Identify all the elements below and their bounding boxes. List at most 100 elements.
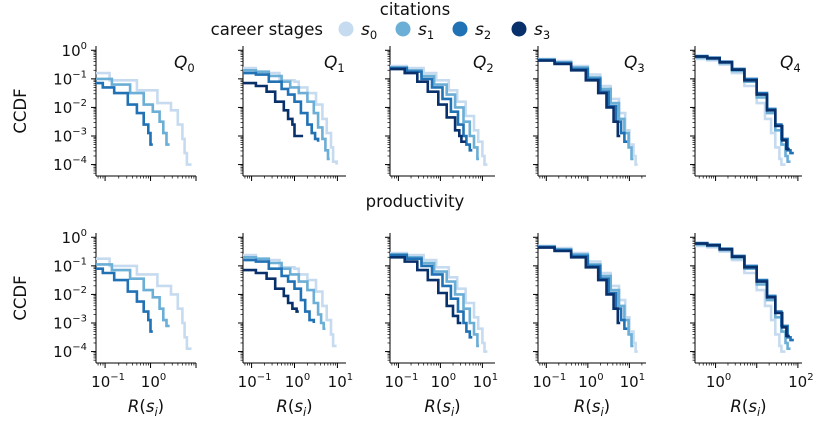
- series-s2: [96, 81, 153, 146]
- legend-label-s3: s3: [534, 20, 550, 42]
- y-tick-label-base: 10: [53, 99, 72, 117]
- x-tick-label: 101: [620, 372, 645, 391]
- legend-marker-s1: [395, 21, 411, 37]
- x-tick-label-exp: 0: [597, 372, 603, 383]
- x-tick-label: 10−1: [532, 372, 566, 391]
- quantile-label-sub: 1: [337, 61, 344, 75]
- x-tick-label-base: 10: [91, 373, 110, 391]
- x-tick-label: 10−1: [91, 372, 125, 391]
- quantile-label: Q4: [780, 53, 801, 75]
- quantile-label-main: Q: [174, 53, 187, 73]
- y-tick-label-base: 10: [53, 70, 72, 88]
- x-tick-label-exp: 2: [807, 372, 813, 383]
- y-tick-label: 10−2: [53, 98, 87, 117]
- x-tick-label-base: 10: [473, 373, 492, 391]
- x-tick-label-base: 10: [532, 373, 551, 391]
- x-tick-label-base: 10: [238, 373, 257, 391]
- x-axis-label-s: s: [592, 397, 601, 416]
- series-s3: [243, 268, 299, 313]
- legend-entry-s2: s2: [452, 20, 491, 42]
- series-s2: [243, 258, 316, 323]
- series-s2: [96, 267, 153, 333]
- legend-label-symbol: s: [475, 20, 484, 40]
- x-tick-label-base: 10: [384, 373, 403, 391]
- x-axis-label-close: ): [158, 397, 164, 416]
- y-tick-label-exp: −2: [72, 285, 87, 296]
- series-s2: [243, 71, 320, 142]
- y-tick-label: 100: [62, 41, 87, 60]
- x-axis-label-close: ): [306, 397, 312, 416]
- series-s3: [390, 67, 466, 143]
- y-tick-label-exp: −1: [72, 69, 87, 80]
- x-axis-label: R(si): [730, 397, 766, 419]
- series-s2: [390, 253, 473, 339]
- legend-label-symbol: s: [418, 20, 427, 40]
- legend-title: career stages: [211, 20, 323, 39]
- x-tick-label-exp: 0: [304, 372, 310, 383]
- legend-label-sub: 2: [484, 28, 491, 42]
- x-axis-label-close: ): [760, 397, 766, 416]
- legend-label-sub: 0: [370, 28, 377, 42]
- x-axis-label-close: ): [454, 397, 460, 416]
- legend: career stages s0 s1 s2 s3: [211, 20, 551, 42]
- x-axis-label-R: R: [128, 397, 139, 416]
- x-tick-label-exp: 1: [639, 372, 645, 383]
- series-s3: [538, 59, 621, 138]
- panel-citations-3: Q3: [533, 46, 646, 181]
- series-s2: [538, 58, 628, 143]
- y-tick-label-exp: −1: [72, 256, 87, 267]
- y-tick-label: 10−3: [53, 314, 87, 333]
- quantile-label-sub: 2: [486, 61, 493, 75]
- y-tick-label-base: 10: [62, 229, 81, 247]
- legend-entry-s3: s3: [511, 20, 550, 42]
- series-s0: [96, 71, 192, 166]
- y-tick-label-exp: −2: [72, 98, 87, 109]
- quantile-label-sub: 3: [637, 61, 644, 75]
- series-s0: [243, 253, 337, 348]
- x-tick-label: 10−1: [384, 372, 418, 391]
- x-tick-label-exp: −1: [551, 372, 566, 383]
- panel-citations-0: Q0: [91, 46, 197, 181]
- series-s2: [538, 245, 628, 330]
- x-tick-label: 101: [473, 372, 498, 391]
- panel-productivity-0: 10−1 100 R(si): [91, 233, 197, 419]
- x-axis-label: R(si): [128, 397, 164, 419]
- x-tick-label: 100: [431, 372, 456, 391]
- x-tick-label: 100: [285, 372, 310, 391]
- x-tick-label: 102: [788, 372, 813, 391]
- x-tick-label-base: 10: [706, 373, 725, 391]
- x-axis-label-sub: i: [451, 405, 455, 419]
- series-s0: [695, 57, 786, 166]
- y-tick-label: 10−4: [53, 342, 87, 361]
- x-axis-label-s: s: [748, 397, 757, 416]
- x-axis-label-paren: (: [288, 397, 294, 416]
- x-axis-label-sub: i: [303, 405, 307, 419]
- x-tick-label-exp: −1: [404, 372, 419, 383]
- x-tick-label-exp: −1: [110, 372, 125, 383]
- x-tick-label: 100: [141, 372, 166, 391]
- x-tick-label: 10−1: [238, 372, 272, 391]
- x-tick-label-exp: 0: [725, 372, 731, 383]
- panel-citations-2: Q2: [385, 46, 495, 181]
- x-axis-label-R: R: [424, 397, 435, 416]
- y-tick-label-base: 10: [53, 286, 72, 304]
- x-axis-label-paren: (: [742, 397, 748, 416]
- y-tick-label: 10−2: [53, 285, 87, 304]
- quantile-label: Q1: [324, 53, 345, 75]
- x-axis-label-paren: (: [436, 397, 442, 416]
- series-s0: [390, 251, 488, 353]
- y-tick-label-exp: −3: [72, 314, 87, 325]
- x-tick-label-base: 10: [788, 373, 807, 391]
- row-title: citations: [380, 0, 450, 19]
- x-tick-label-base: 10: [620, 373, 639, 391]
- x-tick-label-exp: 1: [492, 372, 498, 383]
- y-tick-label-exp: −3: [72, 127, 87, 138]
- y-axis-label: CCDF: [11, 275, 30, 320]
- y-tick-label: 10−1: [53, 256, 87, 275]
- y-tick-label-base: 10: [53, 156, 72, 174]
- y-axis-label: CCDF: [11, 88, 30, 133]
- legend-label-sub: 1: [427, 28, 434, 42]
- legend-label-symbol: s: [361, 20, 370, 40]
